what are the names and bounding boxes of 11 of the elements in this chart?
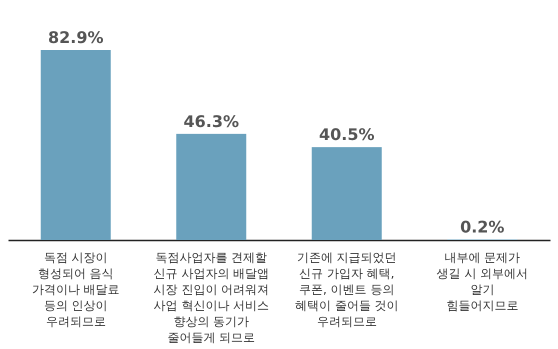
x-tick-label: 내부에 문제가 생길 시 외부에서 알기 힘들어지므로 [436,250,528,312]
data-label: 40.5% [318,125,375,144]
x-tick-label: 독점사업자를 견제할 신규 사업자의 배달앱 시장 진입이 어려워져 사업 혁신이나 서비스 향상의 동기가 줄어들게 되므로 [153,250,270,344]
data-label: 0.2% [460,218,504,237]
data-label: 46.3% [183,112,240,131]
x-tick-label: 기존에 지급되었던 신규 가입자 혜택, 쿠폰, 이벤트 등의 혜택이 줄어들 것이 우려되므로 [294,250,399,328]
data-label: 82.9% [48,28,104,47]
bar [176,134,246,240]
x-tick-label: 독점 시장이 형성되어 음식 가격이나 배달료 등의 인상이 우려되므로 [32,250,120,328]
bar [40,50,111,240]
bar [312,147,382,240]
